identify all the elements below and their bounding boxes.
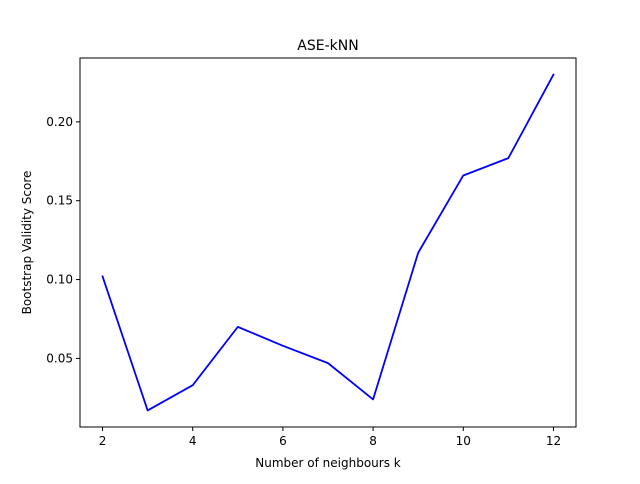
y-axis-label: Bootstrap Validity Score bbox=[20, 171, 34, 315]
y-axis-ticks: 0.05 0.10 0.15 0.20 bbox=[46, 115, 80, 365]
x-tick-label: 6 bbox=[279, 434, 287, 448]
x-tick-label: 10 bbox=[456, 434, 471, 448]
x-tick-label: 2 bbox=[99, 434, 107, 448]
y-tick-label: 0.05 bbox=[46, 351, 73, 365]
x-tick-label: 8 bbox=[369, 434, 377, 448]
x-axis-ticks: 2 4 6 8 10 12 bbox=[99, 427, 561, 448]
y-tick-label: 0.20 bbox=[46, 115, 73, 129]
plot-area-frame bbox=[79, 57, 577, 428]
x-axis-label: Number of neighbours k bbox=[255, 456, 401, 470]
chart-title: ASE-kNN bbox=[297, 38, 358, 54]
series-line bbox=[101, 73, 555, 412]
y-tick-label: 0.15 bbox=[46, 194, 73, 208]
y-tick-label: 0.10 bbox=[46, 273, 73, 287]
x-tick-label: 4 bbox=[189, 434, 197, 448]
x-tick-label: 12 bbox=[546, 434, 561, 448]
